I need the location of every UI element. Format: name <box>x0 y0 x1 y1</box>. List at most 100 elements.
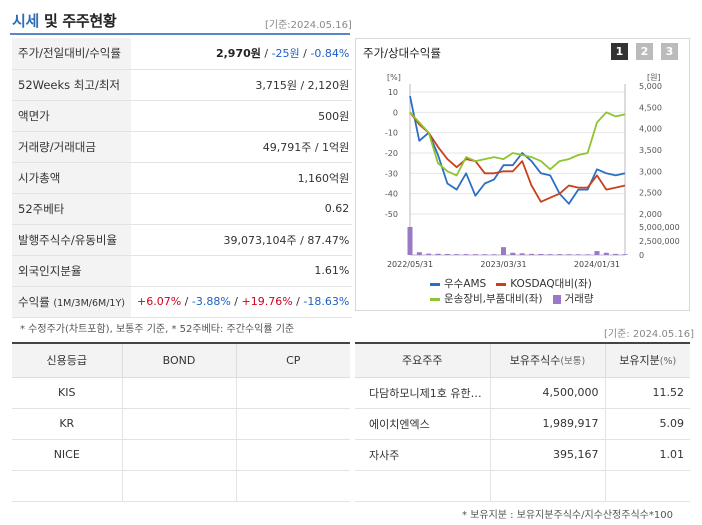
y-right-tick-label: 5,000 <box>639 82 662 91</box>
shares-held: 395,167 <box>490 439 606 471</box>
table-row <box>12 470 350 502</box>
shares-held <box>490 470 606 502</box>
right-axis-unit: [원] <box>647 73 661 82</box>
price-value-cell: 2,970원 / -25원 / -0.84% <box>131 38 353 70</box>
holders-footnote: * 보유지분 : 보유지분주식수/지수산정주식수*100 <box>462 510 673 521</box>
column-header: CP <box>236 342 350 378</box>
legend-label: 운송장비,부품대비(좌) <box>444 293 543 305</box>
y-left-tick-label: -40 <box>385 190 398 199</box>
rating-agency: KIS <box>12 377 123 409</box>
table-row: 자사주 395,167 1.01 <box>355 439 690 471</box>
price-summary-table: 주가/전일대비/수익률 2,970원 / -25원 / -0.84% 52Wee… <box>12 38 353 318</box>
separator: / <box>260 47 272 61</box>
volume-tick-label: 2,500,000 <box>639 237 680 246</box>
cp-rating <box>236 439 350 471</box>
row-value: 0.62 <box>131 193 353 225</box>
cp-rating <box>236 470 350 502</box>
table-row: KIS <box>12 377 350 409</box>
column-header-text: 보유지분 <box>619 354 660 368</box>
rating-agency: NICE <box>12 439 123 471</box>
credit-rating-table: 신용등급 BOND CP KIS KR NICE <box>12 342 350 502</box>
volume-bar <box>575 254 581 255</box>
bond-rating <box>122 408 237 440</box>
row-value: 49,791주 / 1억원 <box>131 131 353 163</box>
y-right-tick-label: 3,000 <box>639 167 662 176</box>
y-right-tick-label: 3,500 <box>639 146 662 155</box>
separator: / <box>181 295 192 308</box>
table-row: 액면가 500원 <box>12 100 353 132</box>
volume-bars <box>407 227 628 255</box>
row-label: 외국인지분율 <box>12 255 131 287</box>
chart-grid <box>410 91 625 215</box>
bond-rating <box>122 439 237 471</box>
major-shareholders-table: 주요주주 보유주식수(보통) 보유지분(%) 다담하모니제1호 유한… 4,500… <box>355 342 690 502</box>
volume-bar <box>435 253 441 255</box>
row-value: 1.61% <box>131 255 353 287</box>
volume-bar <box>519 253 525 255</box>
row-label: 거래량/거래대금 <box>12 131 131 163</box>
chart-page-3-button[interactable]: 3 <box>661 43 678 60</box>
volume-bar <box>510 252 516 255</box>
series-line-sector <box>409 111 626 177</box>
volume-bar <box>603 252 609 255</box>
volume-bar <box>557 254 563 255</box>
row-label: 액면가 <box>12 100 131 132</box>
returns-period: (1M/3M/6M/1Y) <box>53 297 125 309</box>
returns-value-cell: +6.07% / -3.88% / +19.76% / -18.63% <box>131 286 353 318</box>
volume-tick-label: 0 <box>639 251 644 260</box>
legend-label: 우수AMS <box>444 278 487 290</box>
return-6m: +19.76% <box>241 295 293 308</box>
row-value: 3,715원 / 2,120원 <box>131 69 353 101</box>
bond-rating <box>122 377 237 409</box>
volume-bar <box>547 254 553 255</box>
column-header: 주요주주 <box>355 342 491 378</box>
holder-name: 다담하모니제1호 유한… <box>355 377 491 409</box>
section-title-main: 시세 <box>12 12 40 30</box>
row-label: 52주베타 <box>12 193 131 225</box>
row-value: 1,160억원 <box>131 162 353 194</box>
reference-date: [기준:2024.05.16] <box>265 20 352 31</box>
volume-bar <box>416 252 422 255</box>
table-row: 거래량/거래대금 49,791주 / 1억원 <box>12 131 353 163</box>
cp-rating <box>236 377 350 409</box>
volume-bar <box>500 247 506 255</box>
chart-page-2-button[interactable]: 2 <box>636 43 653 60</box>
table-row <box>355 470 690 502</box>
volume-bar <box>622 254 628 255</box>
table-row: 수익률 (1M/3M/6M/1Y) +6.07% / -3.88% / +19.… <box>12 286 353 318</box>
chart-lines <box>409 95 626 205</box>
table-row: 주가/전일대비/수익률 2,970원 / -25원 / -0.84% <box>12 38 353 70</box>
y-right-tick-label: 2,000 <box>639 210 662 219</box>
volume-bar <box>613 253 619 255</box>
chart-legend: 우수AMS KOSDAQ대비(좌) <box>430 276 592 291</box>
chart-page-1-button[interactable]: 1 <box>611 43 628 60</box>
legend-item-kosdaq: KOSDAQ대비(좌) <box>496 278 592 290</box>
column-header-unit: (보통) <box>560 356 586 368</box>
legend-swatch <box>430 297 440 301</box>
volume-bar <box>472 254 478 255</box>
legend-label: KOSDAQ대비(좌) <box>510 278 592 290</box>
legend-item-volume: 거래량 <box>552 293 594 305</box>
separator: / <box>292 295 304 308</box>
legend-swatch <box>552 294 561 304</box>
stake-percent: 11.52 <box>605 377 690 409</box>
row-label: 52Weeks 최고/최저 <box>12 69 131 101</box>
legend-label: 거래량 <box>564 293 594 305</box>
volume-bar <box>482 254 488 255</box>
row-label: 주가/전일대비/수익률 <box>12 38 131 70</box>
table-row: KR <box>12 408 350 440</box>
rating-agency <box>12 470 123 502</box>
returns-label: 수익률 <box>18 294 50 309</box>
price-change: -25원 <box>271 47 300 61</box>
chart-title: 주가/상대수익률 <box>363 46 441 60</box>
volume-tick-label: 5,000,000 <box>639 223 680 232</box>
y-left-tick-label: 10 <box>388 88 398 97</box>
volume-bar <box>594 251 600 255</box>
volume-bar <box>454 254 460 255</box>
price-relative-return-chart: [%] [원] 10 0 -10 -20 -30 -40 -50 5,000 4,500 4,000 3… <box>385 73 680 269</box>
y-left-tick-label: -10 <box>385 129 398 138</box>
volume-bar <box>463 254 469 255</box>
legend-item-sector: 운송장비,부품대비(좌) <box>430 293 542 305</box>
table-row: 에이치엔엑스 1,989,917 5.09 <box>355 408 690 440</box>
stake-percent <box>605 470 690 502</box>
